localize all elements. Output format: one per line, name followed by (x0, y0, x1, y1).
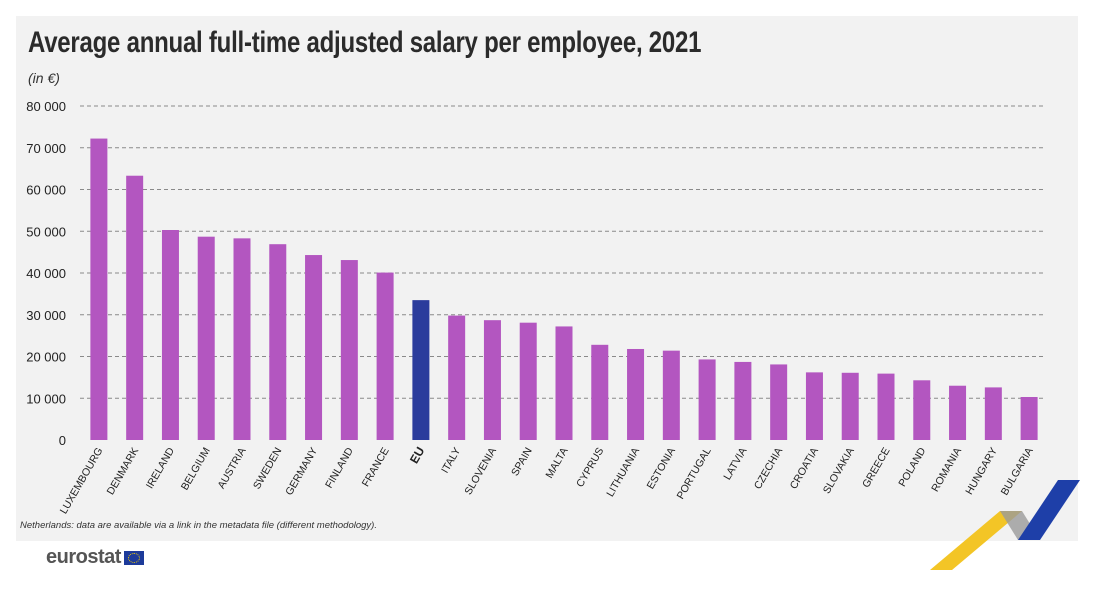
y-tick-label: 10 000 (26, 391, 66, 406)
bar (627, 348, 645, 440)
bar (662, 350, 680, 440)
footnote: Netherlands: data are available via a li… (20, 520, 377, 531)
chart-title: Average annual full-time adjusted salary… (28, 26, 702, 59)
chart-panel (16, 16, 1078, 541)
chart-unit: (in €) (28, 70, 60, 86)
bar (519, 322, 537, 440)
y-tick-label: 20 000 (26, 350, 66, 365)
bar (734, 361, 752, 440)
bar (483, 320, 501, 440)
y-tick-label: 60 000 (26, 183, 66, 198)
eurostat-logo: eurostat (46, 546, 144, 569)
y-tick-label: 0 (59, 433, 66, 448)
y-tick-label: 40 000 (26, 266, 66, 281)
bar (1020, 396, 1038, 440)
bar (340, 260, 358, 440)
bar (161, 229, 179, 440)
bar (698, 359, 716, 440)
bar (448, 315, 466, 440)
bar (555, 326, 573, 440)
bar (233, 238, 251, 440)
bar (841, 372, 859, 440)
bar (984, 387, 1002, 440)
bar (197, 236, 215, 440)
bar (770, 364, 788, 440)
bar (412, 300, 430, 440)
y-tick-label: 70 000 (26, 141, 66, 156)
bar (90, 138, 108, 440)
eu-flag-icon (123, 550, 144, 565)
bar (376, 272, 394, 440)
logo-text: eurostat (46, 546, 121, 568)
ribbon-blue (1018, 480, 1080, 540)
bar (126, 175, 144, 440)
bar (305, 255, 323, 440)
y-tick-label: 30 000 (26, 308, 66, 323)
ribbon-yellow (930, 511, 1022, 570)
bar (269, 244, 287, 440)
bar (591, 344, 609, 440)
y-tick-label: 80 000 (26, 99, 66, 114)
bar (877, 373, 895, 440)
bar (913, 380, 931, 440)
bar (949, 385, 967, 440)
bar (805, 372, 823, 440)
y-tick-label: 50 000 (26, 224, 66, 239)
